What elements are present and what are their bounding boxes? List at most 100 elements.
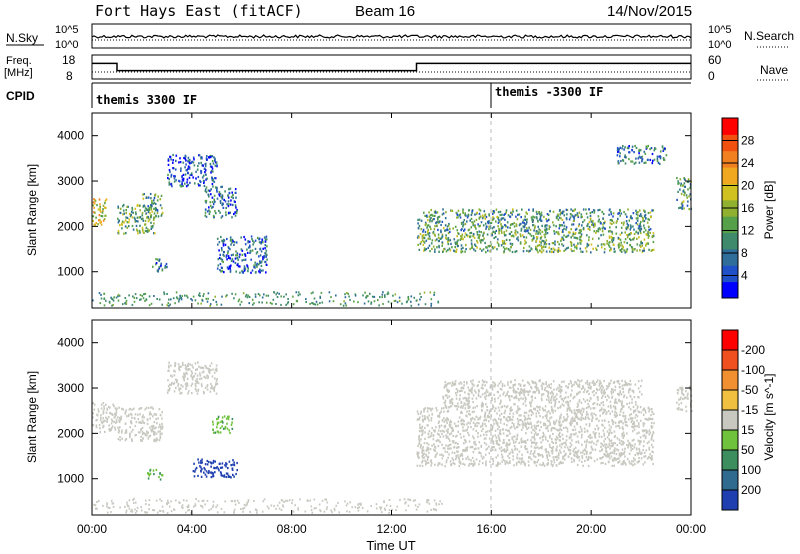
heatmap-cell xyxy=(623,461,625,464)
heatmap-cell xyxy=(515,397,518,400)
heatmap-cell xyxy=(479,417,481,420)
heatmap-cell xyxy=(225,255,228,258)
heatmap-cell xyxy=(524,445,527,448)
heatmap-cell xyxy=(217,421,220,424)
heatmap-cell xyxy=(616,401,618,404)
heatmap-cell xyxy=(416,236,419,239)
heatmap-cell xyxy=(423,452,426,455)
heatmap-cell xyxy=(232,203,234,207)
heatmap-cell xyxy=(550,463,553,466)
heatmap-cell xyxy=(636,432,638,435)
colorbar-swatch xyxy=(722,134,738,152)
heatmap-cell xyxy=(149,192,152,196)
heatmap-cell xyxy=(427,424,429,427)
heatmap-cell xyxy=(229,248,231,251)
heatmap-cell xyxy=(195,177,197,180)
heatmap-cell xyxy=(203,167,206,170)
heatmap-cell xyxy=(221,197,224,200)
heatmap-cell xyxy=(506,446,509,449)
heatmap-cell xyxy=(504,394,507,397)
heatmap-cell xyxy=(187,156,190,159)
heatmap-cell xyxy=(482,234,484,237)
heatmap-cell xyxy=(137,220,139,223)
heatmap-cell xyxy=(161,417,163,420)
heatmap-cell xyxy=(196,392,199,395)
heatmap-cell xyxy=(633,420,635,423)
heatmap-cell xyxy=(615,453,618,456)
heatmap-cell xyxy=(558,435,561,438)
heatmap-cell xyxy=(170,173,173,176)
heatmap-cell xyxy=(609,439,611,443)
heatmap-cell xyxy=(207,292,210,295)
heatmap-cell xyxy=(236,469,238,472)
heatmap-cell xyxy=(647,211,650,215)
heatmap-cell xyxy=(468,464,470,467)
heatmap-cell xyxy=(208,371,211,374)
heatmap-cell xyxy=(164,264,167,267)
heatmap-cell xyxy=(417,451,420,454)
heatmap-cell xyxy=(188,160,190,163)
heatmap-cell xyxy=(603,251,606,254)
colorbar-tick-label: 24 xyxy=(741,156,755,170)
heatmap-cell xyxy=(574,454,576,457)
heatmap-cell xyxy=(265,235,268,238)
heatmap-cell xyxy=(425,239,428,242)
heatmap-cell xyxy=(578,399,581,402)
heatmap-cell xyxy=(460,386,463,389)
heatmap-cell xyxy=(468,396,470,399)
heatmap-cell xyxy=(140,217,143,221)
heatmap-cell xyxy=(532,381,534,384)
heatmap-cell xyxy=(486,430,489,433)
heatmap-cell xyxy=(529,401,531,404)
heatmap-cell xyxy=(581,250,584,253)
heatmap-cell xyxy=(214,368,217,371)
heatmap-cell xyxy=(441,443,443,446)
heatmap-cell xyxy=(475,443,477,446)
heatmap-cell xyxy=(562,455,565,458)
heatmap-cell xyxy=(197,302,199,305)
heatmap-cell xyxy=(195,389,198,392)
heatmap-cell xyxy=(220,247,223,250)
heatmap-cell xyxy=(419,242,422,245)
heatmap-cell xyxy=(211,200,214,204)
heatmap-cell xyxy=(527,231,530,235)
heatmap-cell xyxy=(590,413,592,416)
heatmap-cell xyxy=(621,387,624,390)
heatmap-cell xyxy=(125,429,128,432)
heatmap-cell xyxy=(197,382,200,385)
heatmap-cell xyxy=(259,261,261,264)
heatmap-cell xyxy=(519,242,522,245)
heatmap-cell xyxy=(161,474,164,477)
heatmap-cell xyxy=(616,444,619,447)
heatmap-cell xyxy=(625,463,627,466)
heatmap-cell xyxy=(498,229,500,233)
heatmap-cell xyxy=(413,296,416,299)
heatmap-cell xyxy=(219,431,222,434)
heatmap-cell xyxy=(545,381,547,384)
heatmap-cell xyxy=(565,401,567,404)
heatmap-cell xyxy=(212,387,214,390)
heatmap-cell xyxy=(449,230,451,233)
heatmap-cell xyxy=(530,445,533,448)
heatmap-cell xyxy=(577,404,580,407)
heatmap-cell xyxy=(438,426,441,429)
heatmap-cell xyxy=(577,441,580,444)
heatmap-cell xyxy=(683,182,686,185)
heatmap-cell xyxy=(552,399,555,402)
heatmap-cell xyxy=(624,462,626,465)
heatmap-cell xyxy=(428,414,430,417)
power-colorbar-label: Power [dB] xyxy=(762,181,776,240)
heatmap-cell xyxy=(428,430,431,433)
heatmap-cell xyxy=(265,294,268,297)
heatmap-cell xyxy=(224,200,227,203)
heatmap-cell xyxy=(128,413,130,416)
heatmap-cell xyxy=(198,162,200,165)
heatmap-cell xyxy=(608,438,610,441)
heatmap-cell xyxy=(441,419,444,422)
heatmap-cell xyxy=(540,219,542,222)
heatmap-cell xyxy=(111,304,113,307)
heatmap-cell xyxy=(221,258,224,261)
heatmap-cell xyxy=(160,264,162,267)
heatmap-cell xyxy=(145,298,147,301)
heatmap-cell xyxy=(606,411,608,414)
